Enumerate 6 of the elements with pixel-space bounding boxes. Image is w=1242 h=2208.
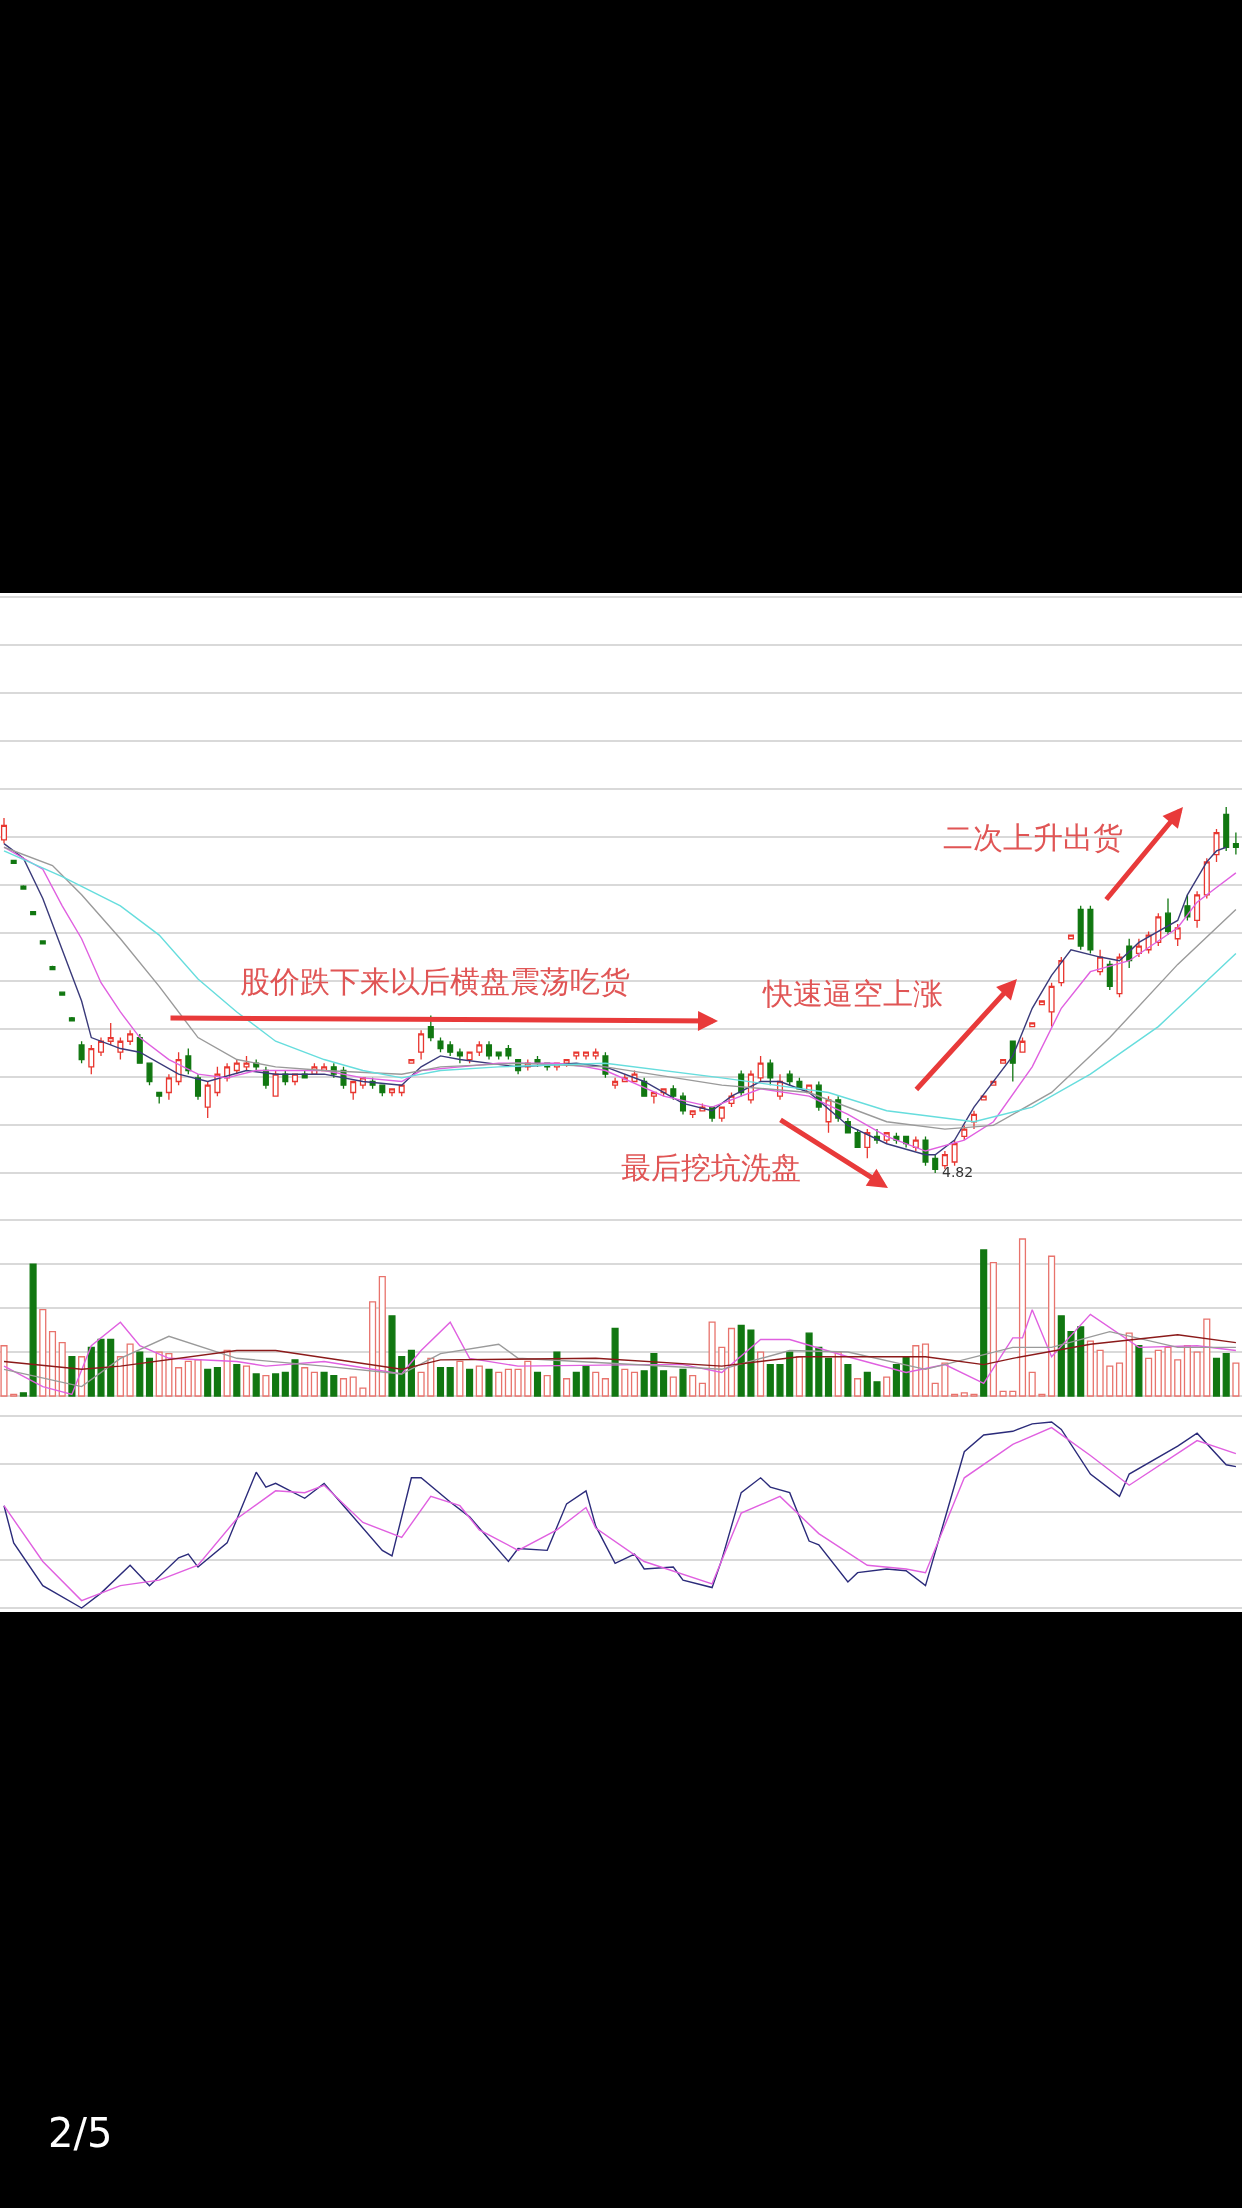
annotation: 二次上升出货 bbox=[943, 820, 1123, 855]
annotation: 4.82 bbox=[942, 1164, 974, 1180]
annotation: 最后挖坑洗盘 bbox=[621, 1150, 801, 1185]
annotation: 快速逼空上涨 bbox=[762, 976, 943, 1011]
text: 2/5 bbox=[48, 2110, 113, 2156]
annotation: 股价跌下来以后横盘震荡吃货 bbox=[240, 964, 630, 999]
